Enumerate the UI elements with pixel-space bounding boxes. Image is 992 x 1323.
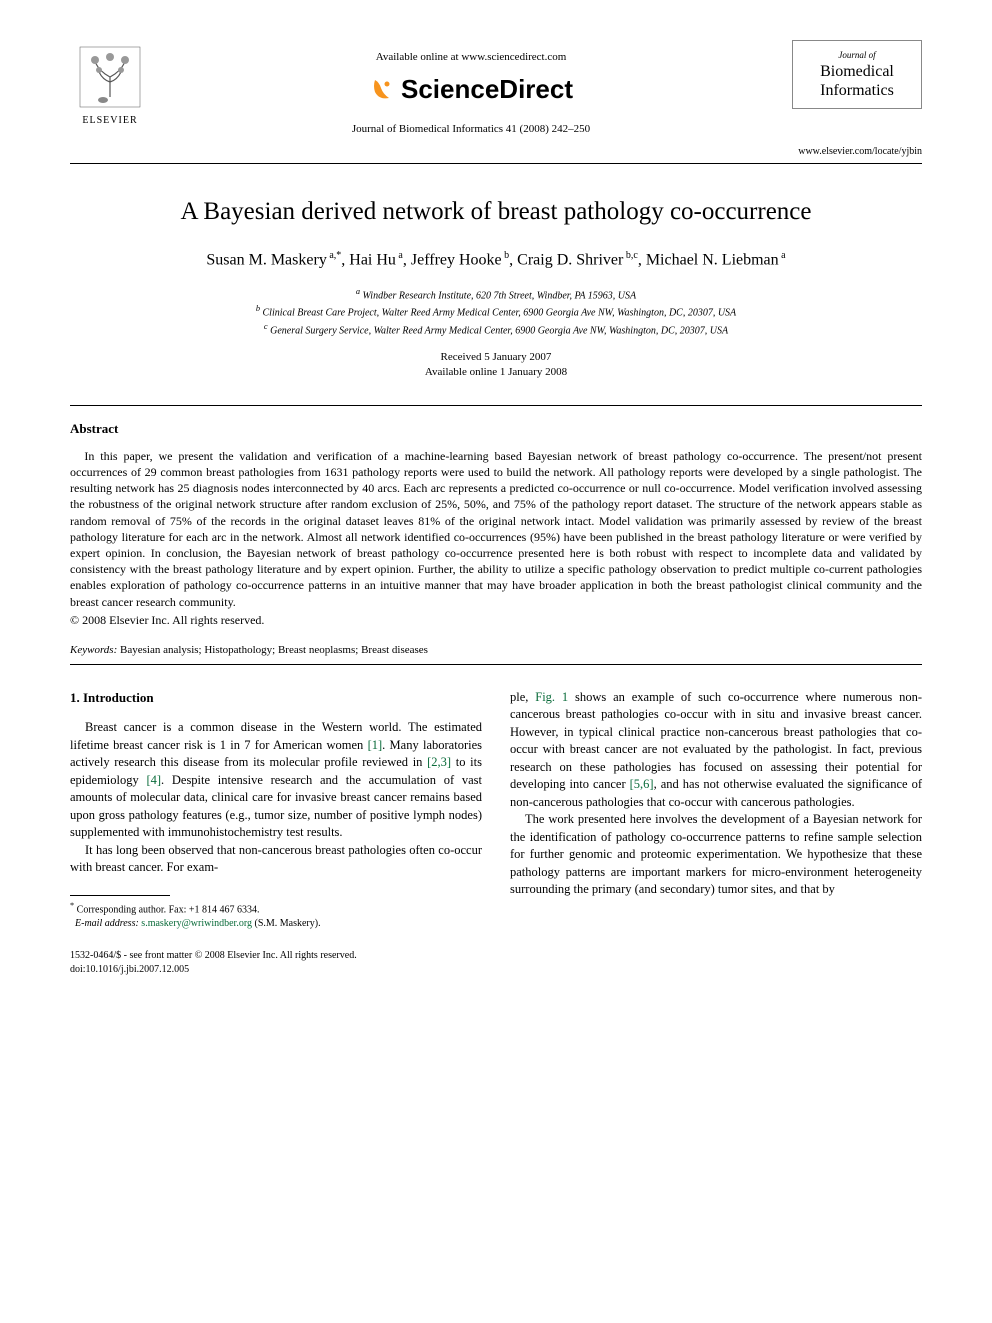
footer-front-matter: 1532-0464/$ - see front matter © 2008 El… bbox=[70, 949, 922, 963]
locate-url: www.elsevier.com/locate/yjbin bbox=[70, 145, 922, 159]
intro-para-1: Breast cancer is a common disease in the… bbox=[70, 719, 482, 842]
email-link[interactable]: s.maskery@wriwindber.org bbox=[141, 918, 252, 929]
body-columns: 1. Introduction Breast cancer is a commo… bbox=[70, 689, 922, 931]
fig-1-link[interactable]: Fig. 1 bbox=[535, 690, 568, 704]
ref-link-5-6[interactable]: [5,6] bbox=[630, 777, 654, 791]
article-dates: Received 5 January 2007 Available online… bbox=[70, 350, 922, 381]
sciencedirect-brand: ScienceDirect bbox=[150, 71, 792, 107]
elsevier-label: ELSEVIER bbox=[82, 114, 137, 128]
left-column: 1. Introduction Breast cancer is a commo… bbox=[70, 689, 482, 931]
right-column: ple, Fig. 1 shows an example of such co-… bbox=[510, 689, 922, 931]
online-date: Available online 1 January 2008 bbox=[70, 365, 922, 380]
footnote-rule bbox=[70, 895, 170, 896]
abstract-copyright: © 2008 Elsevier Inc. All rights reserved… bbox=[70, 612, 922, 629]
page-footer: 1532-0464/$ - see front matter © 2008 El… bbox=[70, 949, 922, 977]
received-date: Received 5 January 2007 bbox=[70, 350, 922, 365]
keywords: Keywords: Bayesian analysis; Histopathol… bbox=[70, 643, 922, 658]
abstract-bottom-rule bbox=[70, 664, 922, 665]
journal-citation: Journal of Biomedical Informatics 41 (20… bbox=[150, 122, 792, 137]
page-header: ELSEVIER Available online at www.science… bbox=[70, 40, 922, 137]
ref-link-4[interactable]: [4] bbox=[146, 773, 161, 787]
center-header: Available online at www.sciencedirect.co… bbox=[150, 40, 792, 137]
journal-logo-line2: Informatics bbox=[797, 81, 917, 100]
journal-logo-line1: Biomedical bbox=[797, 62, 917, 81]
affiliation-a: a Windber Research Institute, 620 7th St… bbox=[70, 286, 922, 303]
keywords-list: Bayesian analysis; Histopathology; Breas… bbox=[120, 644, 428, 656]
ref-link-2-3[interactable]: [2,3] bbox=[427, 755, 451, 769]
keywords-label: Keywords: bbox=[70, 644, 117, 656]
elsevier-logo: ELSEVIER bbox=[70, 40, 150, 130]
sciencedirect-icon bbox=[369, 76, 397, 104]
abstract-top-rule bbox=[70, 405, 922, 406]
corresponding-footnote: * Corresponding author. Fax: +1 814 467 … bbox=[70, 900, 482, 931]
affiliations: a Windber Research Institute, 620 7th St… bbox=[70, 286, 922, 338]
footer-doi: doi:10.1016/j.jbi.2007.12.005 bbox=[70, 963, 922, 977]
abstract-body: In this paper, we present the validation… bbox=[70, 448, 922, 610]
intro-para-3: The work presented here involves the dev… bbox=[510, 811, 922, 899]
abstract-heading: Abstract bbox=[70, 420, 922, 438]
affiliation-b: b Clinical Breast Care Project, Walter R… bbox=[70, 303, 922, 320]
header-rule bbox=[70, 163, 922, 164]
intro-para-2: It has long been observed that non-cance… bbox=[70, 842, 482, 877]
ref-link-1[interactable]: [1] bbox=[368, 738, 383, 752]
elsevier-tree-icon bbox=[75, 42, 145, 112]
journal-logo-small: Journal of bbox=[797, 49, 917, 62]
sciencedirect-wordmark: ScienceDirect bbox=[401, 71, 573, 107]
affiliation-c: c General Surgery Service, Walter Reed A… bbox=[70, 321, 922, 338]
journal-logo-box: Journal of Biomedical Informatics bbox=[792, 40, 922, 109]
authors-line: Susan M. Maskery a,*, Hai Hu a, Jeffrey … bbox=[70, 249, 922, 272]
journal-logo-col: Journal of Biomedical Informatics bbox=[792, 40, 922, 109]
article-title: A Bayesian derived network of breast pat… bbox=[70, 194, 922, 229]
available-online-text: Available online at www.sciencedirect.co… bbox=[150, 50, 792, 65]
section-1-heading: 1. Introduction bbox=[70, 689, 482, 707]
intro-para-2-cont: ple, Fig. 1 shows an example of such co-… bbox=[510, 689, 922, 812]
